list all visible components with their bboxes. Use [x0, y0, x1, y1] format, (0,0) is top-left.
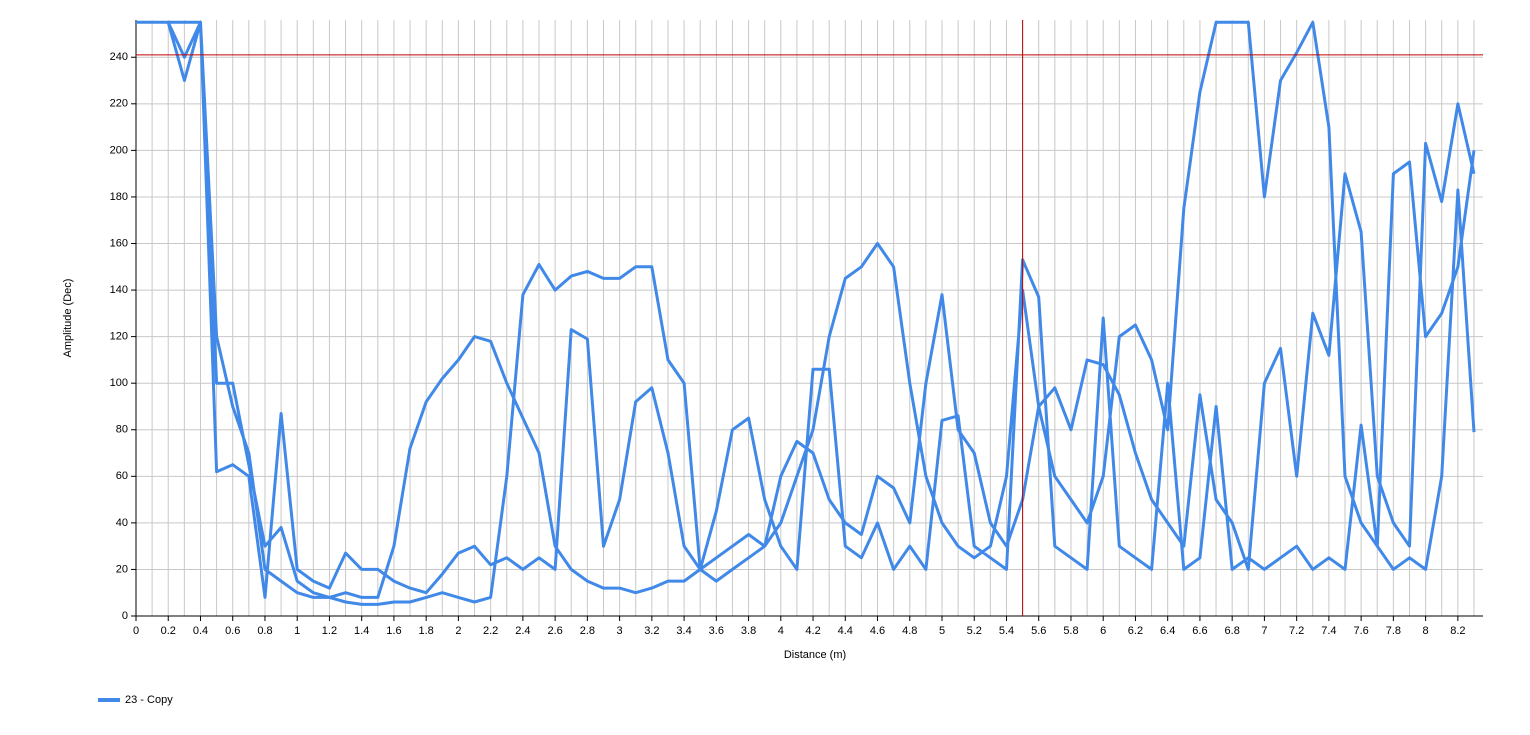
x-tick-label: 5.6: [1031, 625, 1046, 637]
y-tick-label: 220: [110, 98, 128, 110]
x-tick-label: 4.8: [902, 625, 917, 637]
y-tick-label: 160: [110, 237, 128, 249]
x-tick-label: 5.4: [999, 625, 1014, 637]
x-tick-label: 5.8: [1063, 625, 1078, 637]
x-tick-label: 3.2: [644, 625, 659, 637]
x-tick-label: 7: [1261, 625, 1267, 637]
x-tick-label: 6.8: [1225, 625, 1240, 637]
x-tick-label: 4.6: [870, 625, 885, 637]
x-tick-label: 3.8: [741, 625, 756, 637]
y-axis-label: Amplitude (Dec): [62, 279, 74, 358]
x-tick-label: 7.2: [1289, 625, 1304, 637]
x-tick-label: 7.6: [1353, 625, 1368, 637]
x-tick-label: 8.2: [1450, 625, 1465, 637]
x-tick-label: 0.4: [193, 625, 208, 637]
legend-label: 23 - Copy: [125, 694, 173, 706]
x-tick-label: 2: [455, 625, 461, 637]
x-tick-label: 2.2: [483, 625, 498, 637]
x-tick-label: 0.2: [161, 625, 176, 637]
x-tick-label: 6.6: [1192, 625, 1207, 637]
x-axis-label: Distance (m): [784, 649, 846, 661]
y-tick-label: 0: [122, 610, 128, 622]
x-tick-label: 1.8: [419, 625, 434, 637]
x-tick-label: 1: [294, 625, 300, 637]
x-tick-label: 4: [778, 625, 784, 637]
x-tick-label: 8: [1423, 625, 1429, 637]
x-tick-label: 2.6: [547, 625, 562, 637]
x-tick-label: 5.2: [967, 625, 982, 637]
x-tick-label: 1.4: [354, 625, 369, 637]
x-tick-label: 5: [939, 625, 945, 637]
x-tick-label: 6.2: [1128, 625, 1143, 637]
x-tick-label: 1.2: [322, 625, 337, 637]
x-tick-label: 3.4: [676, 625, 691, 637]
x-tick-label: 7.4: [1321, 625, 1336, 637]
y-tick-label: 180: [110, 191, 128, 203]
x-tick-label: 4.2: [805, 625, 820, 637]
y-tick-label: 80: [116, 424, 128, 436]
y-tick-label: 200: [110, 144, 128, 156]
data-line: [136, 20, 1476, 606]
x-tick-label: 7.8: [1386, 625, 1401, 637]
y-tick-label: 140: [110, 284, 128, 296]
x-tick-label: 2.4: [515, 625, 530, 637]
x-tick-label: 6.4: [1160, 625, 1175, 637]
y-tick-label: 20: [116, 563, 128, 575]
y-tick-label: 40: [116, 517, 128, 529]
x-tick-label: 0.6: [225, 625, 240, 637]
x-tick-label: 3: [617, 625, 623, 637]
x-tick-label: 3.6: [709, 625, 724, 637]
x-tick-label: 0.8: [257, 625, 272, 637]
x-tick-label: 0: [133, 625, 139, 637]
y-tick-label: 240: [110, 51, 128, 63]
y-tick-label: 60: [116, 470, 128, 482]
y-tick-label: 100: [110, 377, 128, 389]
x-tick-label: 6: [1100, 625, 1106, 637]
y-tick-label: 120: [110, 331, 128, 343]
x-tick-label: 2.8: [580, 625, 595, 637]
x-tick-label: 4.4: [838, 625, 853, 637]
x-tick-label: 1.6: [386, 625, 401, 637]
